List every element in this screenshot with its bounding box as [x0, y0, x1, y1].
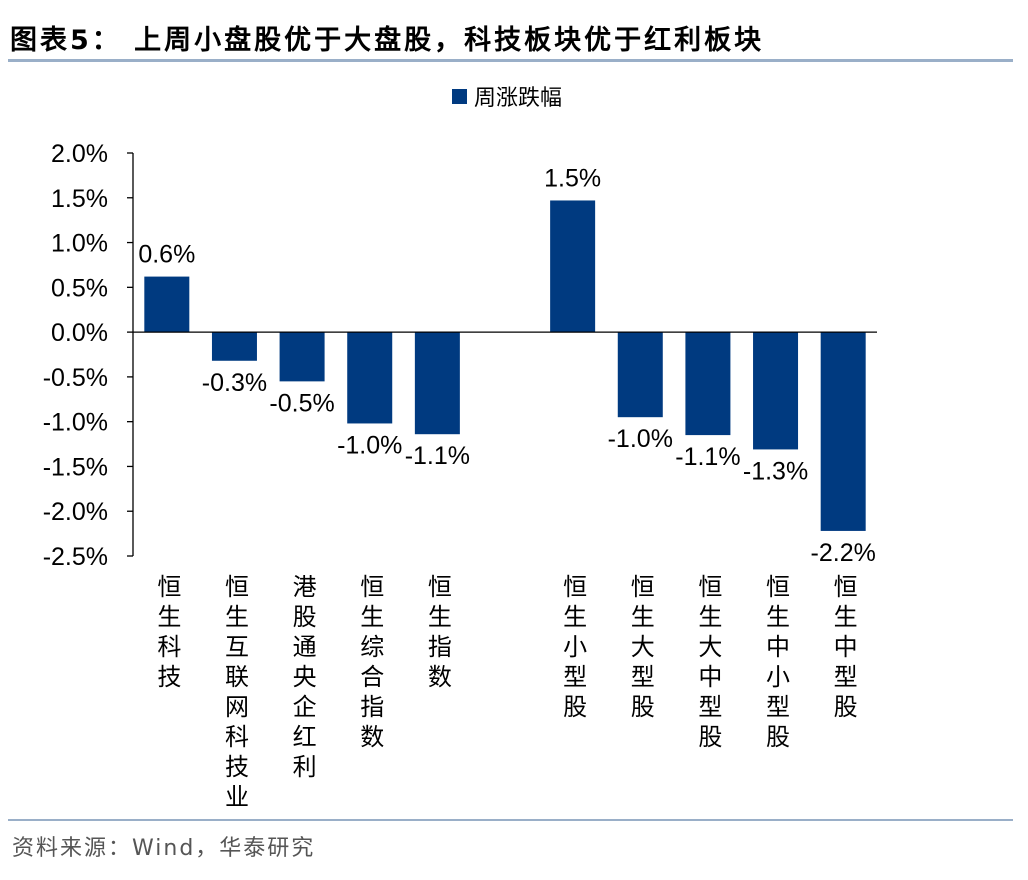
category-label: 恒生大型股: [626, 574, 654, 724]
data-label: -1.3%: [743, 457, 808, 485]
figure-title: 图表5： 上周小盘股优于大盘股，科技板块优于红利板块: [10, 25, 765, 56]
bar: [753, 332, 799, 450]
legend-swatch: [452, 89, 467, 104]
data-label: 0.6%: [138, 241, 195, 269]
y-tick-label: 1.0%: [51, 230, 108, 258]
bar: [617, 332, 663, 418]
category-label: 恒生互联网科技业: [220, 574, 248, 814]
category-label: 恒生大中型股: [694, 574, 722, 754]
bar-chart: 周涨跌幅2.0%1.5%1.0%0.5%0.0%-0.5%-1.0%-1.5%-…: [43, 86, 877, 814]
category-label: 恒生中小型股: [762, 574, 790, 754]
y-tick-label: -1.5%: [43, 453, 108, 481]
category-label: 恒生综合指数: [356, 574, 384, 754]
bar: [550, 200, 596, 333]
bar: [279, 332, 325, 382]
bar: [414, 332, 460, 435]
data-label: -2.2%: [811, 539, 876, 567]
data-label: -1.0%: [608, 425, 673, 453]
data-label: -0.5%: [269, 389, 334, 417]
data-label: -1.0%: [337, 431, 402, 459]
y-tick-label: 0.5%: [51, 274, 108, 302]
category-label: 恒生中型股: [829, 574, 857, 724]
title-rule: [8, 59, 1013, 62]
category-label: 恒生指数: [423, 574, 451, 694]
y-tick-label: -0.5%: [43, 364, 108, 392]
y-tick-label: -2.5%: [43, 543, 108, 571]
bar: [347, 332, 393, 424]
bar: [820, 332, 866, 531]
category-label: 恒生小型股: [559, 574, 587, 724]
y-tick-label: 2.0%: [51, 140, 108, 168]
footer-rule: [8, 819, 1013, 821]
data-label: 1.5%: [544, 164, 601, 192]
category-label: 港股通央企红利: [288, 574, 316, 784]
y-tick-label: 0.0%: [51, 319, 108, 347]
category-label: 恒生科技: [153, 574, 181, 694]
data-label: -1.1%: [675, 443, 740, 471]
bar: [211, 332, 257, 361]
y-tick-label: -2.0%: [43, 498, 108, 526]
bar: [144, 276, 190, 333]
legend-label: 周涨跌幅: [474, 86, 562, 111]
y-tick-label: -1.0%: [43, 409, 108, 437]
y-tick-label: 1.5%: [51, 185, 108, 213]
data-label: -1.1%: [405, 442, 470, 470]
bar: [685, 332, 731, 436]
data-label: -0.3%: [202, 369, 267, 397]
source-note: 资料来源：Wind，华泰研究: [12, 836, 316, 861]
